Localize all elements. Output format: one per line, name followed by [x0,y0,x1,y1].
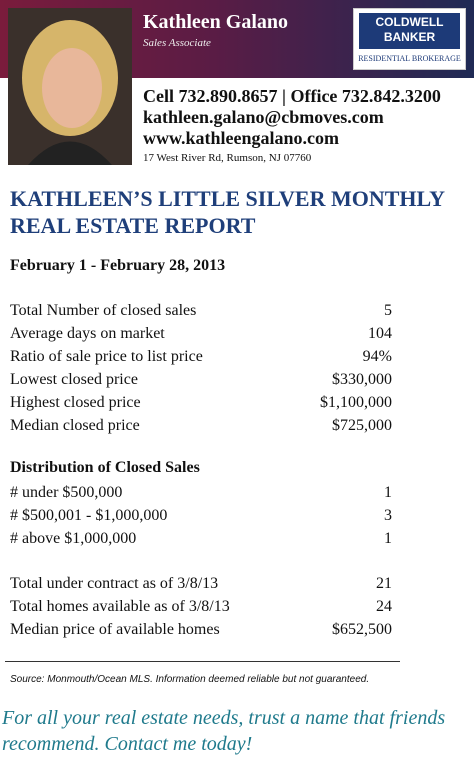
email: kathleen.galano@cbmoves.com [143,107,384,127]
report-title: KATHLEEN’S LITTLE SILVER MONTHLY [10,186,446,211]
stat-value: $652,500 [332,621,392,638]
stat-row: Lowest closed price $330,000 [10,369,392,391]
agent-name: Kathleen Galano [143,11,289,33]
stat-row: Average days on market 104 [10,323,392,345]
stat-row: # under $500,000 1 [10,482,392,504]
stat-value: 24 [376,598,392,615]
stat-value: 1 [384,530,392,547]
stat-label: Average days on market [10,325,165,342]
stat-value: 5 [384,302,392,319]
stat-row: Median closed price $725,000 [10,415,392,437]
stat-row: Highest closed price $1,100,000 [10,392,392,414]
stat-row: Ratio of sale price to list price 94% [10,346,392,368]
stat-label: Median price of available homes [10,621,220,638]
stat-value: $1,100,000 [320,394,392,411]
divider [5,661,400,662]
phones: Cell 732.890.8657 | Office 732.842.3200 [143,86,441,106]
stat-row: Median price of available homes $652,500 [10,619,392,641]
stat-value: $725,000 [332,417,392,434]
stat-value: 1 [384,484,392,501]
stat-value: 3 [384,507,392,524]
logo-sub: RESIDENTIAL BROKERAGE [358,54,461,63]
photo [8,8,132,165]
period: February 1 - February 28, 2013 [10,257,226,274]
stat-label: # $500,001 - $1,000,000 [10,507,168,524]
portrait [8,8,132,165]
stat-label: Ratio of sale price to list price [10,348,203,365]
stat-label: Highest closed price [10,394,141,411]
report-title: REAL ESTATE REPORT [10,213,256,238]
website: www.kathleengalano.com [143,128,340,148]
agent-role: Sales Associate [143,37,211,49]
stat-label: Total under contract as of 3/8/13 [10,575,219,592]
stat-row: Total Number of closed sales 5 [10,300,392,322]
stat-label: Total Number of closed sales [10,302,197,319]
stat-value: 21 [376,575,392,592]
stat-label: # above $1,000,000 [10,530,137,547]
stat-label: Lowest closed price [10,371,138,388]
stat-row: Total homes available as of 3/8/13 24 [10,596,392,618]
source: Source: Monmouth/Ocean MLS. Information … [10,674,370,685]
address: 17 West River Rd, Rumson, NJ 07760 [143,152,312,164]
stat-label: Total homes available as of 3/8/13 [10,598,230,615]
logo-line: BANKER [383,30,436,44]
stat-label: Median closed price [10,417,140,434]
stat-label: # under $500,000 [10,484,123,501]
stat-row: # above $1,000,000 1 [10,528,392,550]
logo: COLDWELL BANKER RESIDENTIAL BROKERAGE [353,8,466,70]
stat-value: 94% [362,348,392,365]
stat-row: # $500,001 - $1,000,000 3 [10,505,392,527]
footer-line: For all your real estate needs, trust a … [2,707,446,729]
stat-row: Total under contract as of 3/8/13 21 [10,573,392,595]
footer-line: recommend. Contact me today! [2,733,253,755]
stat-value: $330,000 [332,371,392,388]
distribution-heading: Distribution of Closed Sales [10,459,200,476]
logo-box [359,13,460,49]
logo-line: COLDWELL [375,15,444,29]
stat-value: 104 [368,325,392,342]
